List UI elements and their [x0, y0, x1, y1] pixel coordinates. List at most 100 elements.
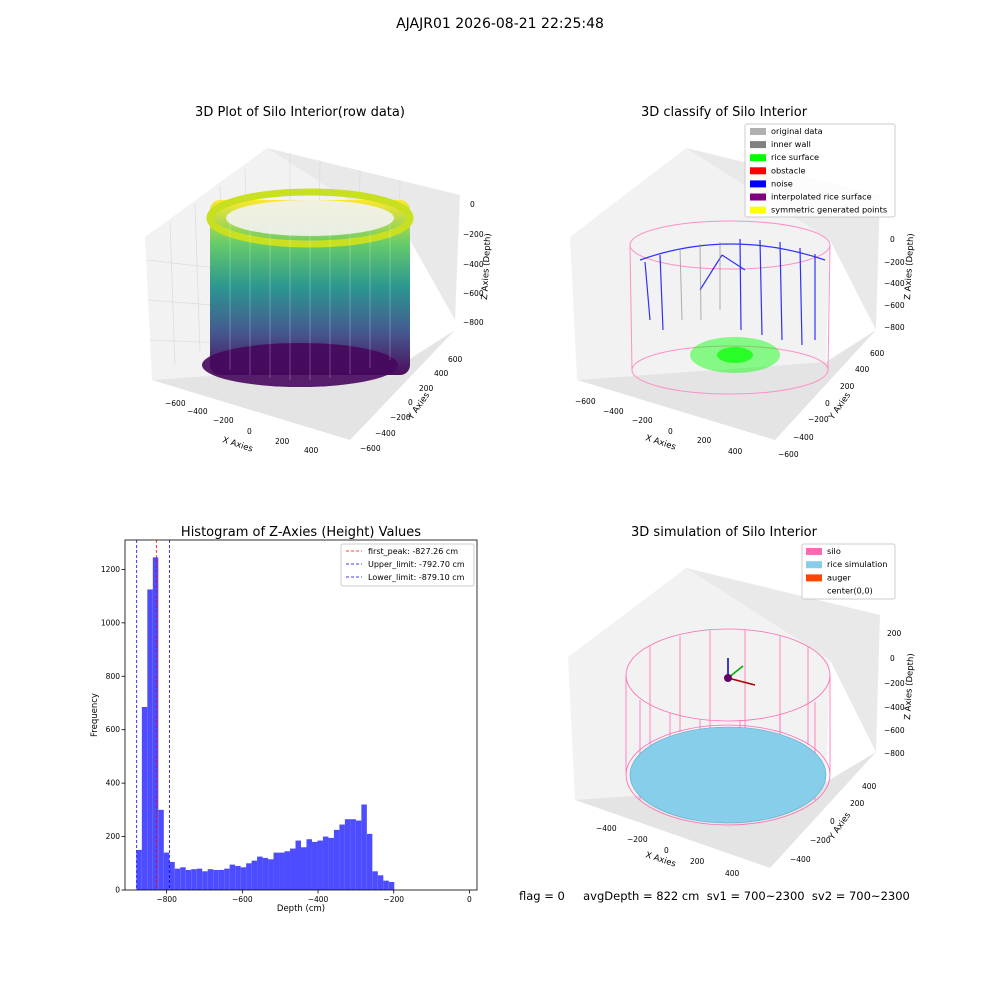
classify-z-tick: −200 — [884, 258, 905, 267]
raw-z-label: Z Axies (Depth) — [480, 233, 493, 300]
classify-z-tick: −400 — [884, 279, 905, 288]
hist-bar — [383, 880, 389, 890]
figure-title: AJAJR01 2026-08-21 22:25:48 — [396, 16, 604, 32]
raw-point-cloud — [202, 188, 414, 387]
simulation-y-tick: −200 — [810, 836, 831, 845]
simulation-auger — [724, 658, 756, 686]
hist-y-tick-label: 200 — [106, 832, 121, 841]
simulation-x-tick: 400 — [725, 869, 740, 878]
simulation-y-tick: 200 — [850, 799, 865, 808]
hist-bar — [295, 840, 301, 890]
simulation-z-tick: −600 — [884, 726, 905, 735]
raw-y-tick: −600 — [360, 444, 381, 453]
hist-y-tick-label: 1000 — [101, 618, 120, 627]
simulation-legend-label: auger — [827, 572, 851, 582]
classify-y-tick: 200 — [840, 382, 855, 391]
hist-bar — [235, 865, 241, 890]
hist-x-ticks: −800 −600 −400 −200 0 — [156, 890, 472, 904]
hist-bar — [202, 871, 208, 890]
simulation-legend-box — [801, 543, 896, 600]
raw-z-tick: −200 — [463, 230, 484, 239]
hist-legend: first_peak: -827.26 cm Upper_limit: -792.… — [340, 543, 475, 587]
hist-y-label: Frequency — [90, 693, 100, 737]
hist-bar — [169, 861, 175, 890]
classify-legend-label: rice surface — [771, 152, 819, 162]
hist-bar — [262, 857, 269, 890]
classify-x-tick: 0 — [668, 427, 673, 436]
hist-x-label: Depth (cm) — [277, 904, 325, 914]
classify-y-tick: −200 — [808, 415, 829, 424]
classify-z-tick: −800 — [884, 323, 905, 332]
hist-legend-label: Upper_limit: -792.70 cm — [368, 560, 465, 569]
raw-y-tick: −400 — [375, 429, 396, 438]
simulation-legend-swatch — [806, 561, 822, 569]
hist-bar — [224, 868, 230, 890]
hist-bar — [191, 869, 197, 890]
status-readout: flag = 0 avgDepth = 822 cm sv1 = 700~230… — [519, 889, 910, 903]
hist-bar — [213, 869, 219, 890]
classify-y-ticks: −600 −400 −200 0 200 400 600 — [778, 349, 885, 459]
hist-bar — [317, 840, 323, 890]
classify-legend-swatch — [750, 206, 766, 214]
hist-bar — [311, 841, 318, 890]
raw-x-tick: 400 — [304, 446, 319, 455]
raw-y-tick: −200 — [390, 413, 411, 422]
raw-y-tick: 600 — [448, 355, 463, 364]
classify-y-tick: 400 — [855, 365, 870, 374]
classify-legend-label: symmetric generated points — [771, 205, 887, 215]
simulation-legend-swatch — [806, 574, 822, 582]
panel-classify-3d: 3D classify of Silo Interior — [570, 105, 916, 459]
panel-raw-3d: 3D Plot of Silo Interior(row data) — [145, 105, 493, 455]
hist-x-tick-label: −200 — [383, 895, 404, 904]
hist-bar — [366, 833, 373, 890]
simulation-y-tick: 400 — [862, 782, 877, 791]
classify-x-tick: −400 — [603, 407, 624, 416]
raw-right-pane — [267, 148, 460, 320]
hist-bar — [268, 859, 274, 890]
simulation-y-label: Y Axies — [827, 810, 854, 842]
hist-bars — [136, 557, 395, 890]
classify-y-label: Y Axies — [827, 390, 854, 422]
raw-x-tick: −400 — [187, 407, 208, 416]
simulation-x-tick: 0 — [664, 846, 669, 855]
hist-bar — [136, 849, 142, 890]
hist-bar — [257, 856, 263, 890]
raw-x-ticks: −600 −400 −200 0 200 400 — [165, 399, 319, 455]
hist-y-tick-label: 1200 — [101, 565, 120, 574]
hist-bar — [333, 829, 340, 890]
classify-x-tick: −600 — [575, 397, 596, 406]
hist-bar — [185, 869, 192, 890]
raw-z-tick: −800 — [463, 318, 484, 327]
raw-chart-title: 3D Plot of Silo Interior(row data) — [195, 105, 405, 120]
simulation-legend: silo rice simulation auger center(0,0) — [801, 543, 896, 600]
hist-bar — [246, 863, 252, 890]
hist-x-tick-label: −400 — [308, 895, 329, 904]
raw-z-ticks: 0 −200 −400 −600 −800 — [463, 200, 484, 327]
hist-bar — [174, 868, 181, 890]
classify-legend-label: interpolated rice surface — [771, 192, 872, 202]
hist-x-tick-label: 0 — [467, 895, 472, 904]
hist-bar — [361, 804, 367, 890]
raw-y-tick: 400 — [434, 369, 449, 378]
simulation-y-tick: −400 — [790, 855, 811, 864]
simulation-right-pane — [686, 568, 880, 752]
hist-bar — [301, 847, 307, 890]
hist-bar — [251, 860, 258, 890]
raw-z-tick: 0 — [470, 200, 475, 209]
classify-legend-box — [744, 123, 896, 218]
hist-bar — [229, 864, 236, 890]
raw-x-label: X Axies — [221, 435, 254, 454]
hist-bar — [306, 839, 312, 890]
hist-bar — [388, 881, 395, 890]
raw-x-tick: −200 — [213, 416, 234, 425]
hist-bar — [322, 836, 329, 890]
classify-z-tick: 0 — [890, 235, 895, 244]
simulation-z-tick: −800 — [884, 749, 905, 758]
classify-z-tick: −600 — [884, 301, 905, 310]
classify-legend-label: obstacle — [771, 165, 806, 175]
classify-legend-swatch — [750, 167, 766, 175]
simulation-x-label: X Axies — [644, 850, 677, 869]
classify-x-tick: −200 — [632, 416, 653, 425]
panel-simulation-3d: 3D simulation of Silo Interior −400 −200… — [568, 525, 916, 878]
hist-bar — [196, 868, 203, 890]
